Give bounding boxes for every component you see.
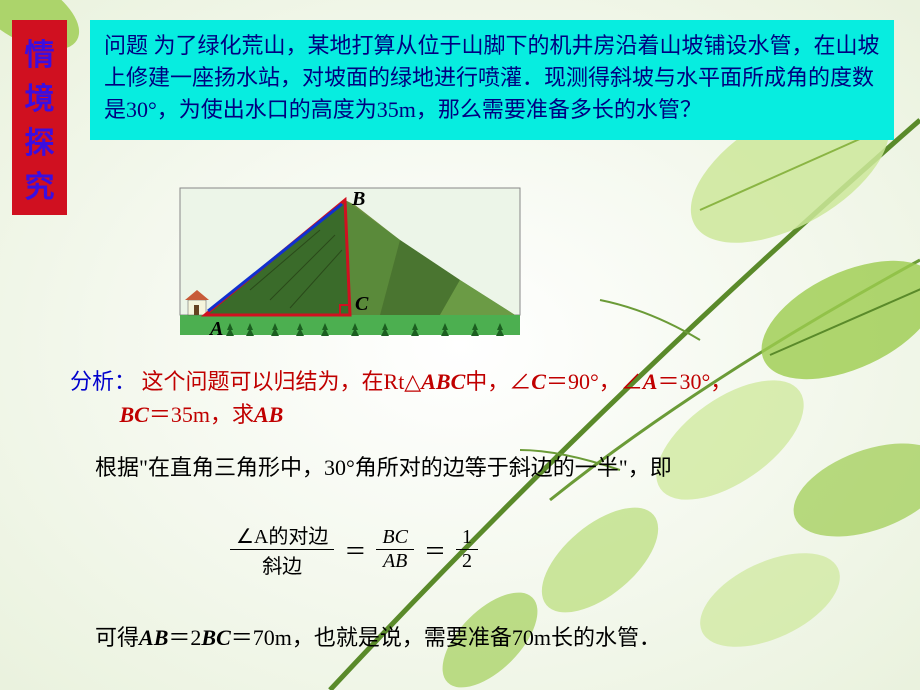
sidebar-char-3: 探 xyxy=(25,118,55,162)
analysis-2a: BC xyxy=(120,402,149,427)
sidebar-char-2: 境 xyxy=(25,74,55,118)
analysis-2b: ＝35m，求 xyxy=(149,402,254,427)
conc-b: AB xyxy=(139,625,168,650)
eq-frac2-num: BC xyxy=(376,526,414,550)
equation-block: ∠A的对边 斜边 ＝ BC AB ＝ 1 2 xyxy=(230,520,690,590)
eq-eq2: ＝ xyxy=(424,534,446,566)
analysis-1b: ABC xyxy=(421,369,465,394)
analysis-1d: C xyxy=(531,369,546,394)
analysis-1a: 这个问题可以归结为，在Rt△ xyxy=(142,369,422,394)
label-A: A xyxy=(208,318,223,340)
eq-eq1: ＝ xyxy=(344,534,366,566)
analysis-1e: ＝90°，∠ xyxy=(546,369,643,394)
conclusion-text: 可得AB＝2BC＝70m，也就是说，需要准备70m长的水管． xyxy=(95,620,895,652)
eq-frac3-num: 1 xyxy=(456,526,478,550)
sidebar-label: 情 境 探 究 xyxy=(12,20,67,215)
conc-c: ＝2 xyxy=(168,625,201,650)
eq-frac1-den: 斜边 xyxy=(230,550,334,579)
problem-box: 问题 为了绿化荒山，某地打算从位于山脚下的机井房沿着山坡铺设水管，在山坡上修建一… xyxy=(90,20,894,140)
mountain-diagram: A B C xyxy=(150,180,550,345)
analysis-1f: A xyxy=(643,369,658,394)
problem-text: 问题 为了绿化荒山，某地打算从位于山脚下的机井房沿着山坡铺设水管，在山坡上修建一… xyxy=(104,33,880,122)
sidebar-char-4: 究 xyxy=(25,162,55,206)
conc-e: ＝70m，也就是说，需要准备70m长的水管． xyxy=(231,625,661,650)
analysis-block: 分析： 这个问题可以归结为，在Rt△ABC中，∠C＝90°，∠A＝30°， BC… xyxy=(70,365,890,431)
theorem-text: 根据"在直角三角形中，30°角所对的边等于斜边的一半"，即 xyxy=(95,450,905,482)
label-B: B xyxy=(351,188,365,210)
sidebar-char-1: 情 xyxy=(25,30,55,74)
eq-frac3-den: 2 xyxy=(456,550,478,573)
conc-a: 可得 xyxy=(95,625,139,650)
analysis-label: 分析： xyxy=(70,369,136,394)
conc-d: BC xyxy=(201,625,230,650)
analysis-1c: 中，∠ xyxy=(465,369,531,394)
eq-frac2-den: AB xyxy=(376,550,414,573)
analysis-2c: AB xyxy=(254,402,283,427)
eq-frac1-num: ∠A的对边 xyxy=(230,520,334,550)
analysis-1g: ＝30°， xyxy=(657,369,732,394)
label-C: C xyxy=(355,293,369,315)
